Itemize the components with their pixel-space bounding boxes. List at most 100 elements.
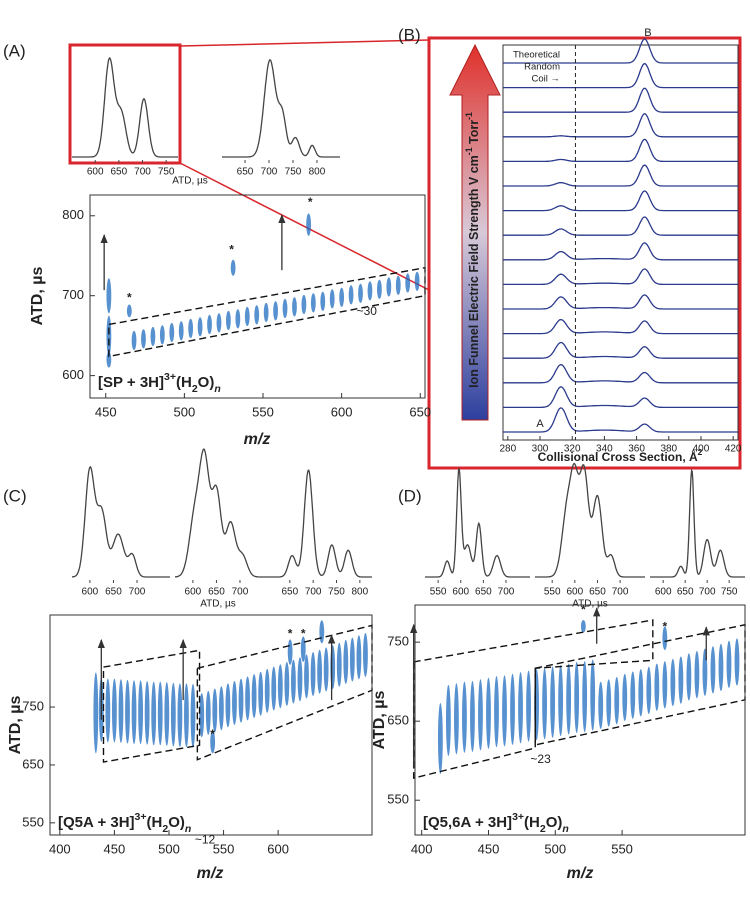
- x-tick-label: 600: [267, 841, 289, 856]
- ccs-trace: [503, 38, 738, 64]
- zoom-line: [179, 39, 430, 47]
- label-part: -1: [464, 147, 474, 155]
- intensity-spot: [662, 661, 668, 709]
- intensity-spot: [218, 686, 224, 731]
- intensity-spot: [235, 309, 241, 329]
- intensity-spot: [226, 310, 231, 331]
- plot-frame: [414, 604, 746, 836]
- x-tick-label: 700: [699, 587, 716, 598]
- panel-label: (C): [3, 486, 27, 505]
- intensity-spot: [494, 676, 499, 748]
- label-part: 2: [540, 823, 546, 835]
- intensity-spot: [157, 681, 163, 746]
- x-tick-label: 360: [628, 444, 645, 455]
- intensity-spot: [244, 306, 250, 327]
- panel-label: (B): [398, 25, 421, 44]
- x-tick-label: 420: [725, 444, 742, 455]
- intensity-spot: [622, 673, 628, 722]
- intensity-spot: [718, 643, 724, 692]
- x-tick-label: 650: [281, 587, 298, 598]
- atd-trace: [535, 462, 645, 578]
- intensity-spot: [358, 283, 363, 303]
- intensity-spot: [317, 649, 323, 694]
- note: Random: [524, 62, 560, 73]
- x-tick-label: 600: [87, 167, 104, 178]
- ccs-trace: [503, 63, 738, 89]
- x-tick-label: 650: [589, 587, 606, 598]
- intensity-spot: [300, 636, 306, 662]
- intensity-spot: [287, 639, 293, 665]
- label-part: 3+: [512, 811, 524, 823]
- intensity-spot: [230, 259, 236, 276]
- intensity-spot: [199, 693, 205, 738]
- intensity-spot: [238, 678, 244, 723]
- label-part: n: [214, 383, 220, 395]
- intensity-spot: [558, 665, 564, 737]
- intensity-spot: [177, 683, 183, 747]
- ccs-trace: [503, 318, 738, 335]
- ccs-trace: [503, 386, 738, 409]
- intensity-spot: [138, 680, 143, 745]
- y-tick-label: 750: [22, 698, 44, 713]
- x-tick-label: 600: [655, 587, 672, 598]
- intensity-spot: [376, 279, 382, 299]
- intensity-spot: [170, 682, 176, 747]
- x-tick-label: 600: [452, 587, 469, 598]
- annotation: *: [127, 290, 132, 304]
- y-tick-label: 650: [22, 756, 44, 771]
- intensity-spot: [349, 637, 355, 682]
- annotation: *: [301, 626, 306, 640]
- x-tick-label: 400: [693, 444, 710, 455]
- x-tick-label: 750: [158, 167, 175, 178]
- intensity-spot: [542, 668, 547, 740]
- label-part: Ion Funnel Electric Field Strength V cm: [467, 155, 481, 388]
- intensity-spot: [386, 277, 392, 297]
- x-tick-label: 450: [104, 841, 126, 856]
- intensity-spot: [462, 681, 467, 753]
- x-tick-label: 650: [237, 167, 254, 178]
- intensity-spot: [304, 654, 309, 699]
- intensity-spot: [105, 678, 111, 743]
- intensity-spot: [258, 671, 264, 716]
- x-tick-label: 600: [185, 587, 202, 598]
- intensity-spot: [277, 664, 283, 709]
- x-tick-label: 650: [677, 587, 694, 598]
- intensity-spot: [225, 683, 231, 728]
- intensity-spot: [414, 271, 420, 291]
- x-tick-label: 650: [105, 587, 122, 598]
- x-tick-label: 800: [352, 587, 369, 598]
- x-tick-label: 400: [49, 841, 71, 856]
- atd-trace: [425, 468, 530, 578]
- heatmap: [437, 620, 740, 775]
- intensity-spot: [348, 285, 354, 305]
- intensity-spot: [329, 289, 335, 309]
- dashed-box: [102, 649, 201, 763]
- intensity-spot: [93, 672, 99, 754]
- x-tick-label: 450: [95, 404, 117, 419]
- intensity-spot: [271, 666, 277, 711]
- intensity-spot: [118, 679, 124, 743]
- plot-frame: [49, 614, 373, 836]
- y-axis-label: ATD, µs: [29, 267, 46, 326]
- intensity-spot: [291, 659, 296, 704]
- series-label: [SP + 3H]3+(H2O)n: [98, 371, 221, 395]
- y-axis-label: ATD, µs: [371, 691, 388, 750]
- x-tick-label: 500: [174, 404, 196, 419]
- atd-trace: [72, 465, 170, 578]
- x-axis-label: Collisional Cross Section, Å2: [538, 447, 703, 464]
- x-tick-label: 800: [309, 167, 326, 178]
- ccs-trace: [503, 407, 738, 433]
- intensity-spot: [190, 683, 196, 748]
- intensity-spot: [106, 315, 112, 356]
- intensity-spot: [251, 674, 257, 719]
- x-tick-label: 750: [721, 587, 738, 598]
- label-part: 2: [192, 383, 198, 395]
- intensity-spot: [126, 304, 132, 318]
- x-tick-label: 700: [498, 587, 515, 598]
- intensity-spot: [216, 313, 222, 333]
- trace-x-label: ATD, µs: [172, 176, 208, 187]
- x-tick-label: 320: [564, 444, 581, 455]
- label-part: O): [168, 814, 185, 831]
- intensity-spot: [284, 661, 290, 706]
- intensity-spot: [654, 663, 660, 711]
